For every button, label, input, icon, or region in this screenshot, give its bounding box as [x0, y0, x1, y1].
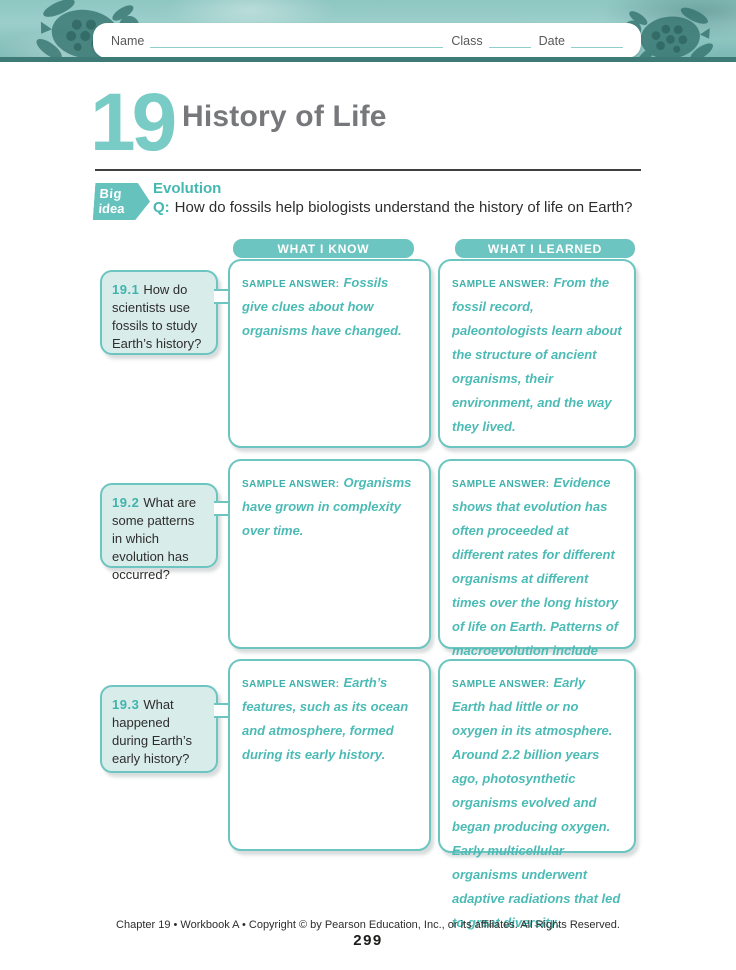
sample-answer-text: Earth’s features, such as its ocean and …: [242, 675, 409, 762]
student-info-bar: Name Class Date: [93, 23, 641, 57]
big-idea-topic: Evolution: [153, 180, 222, 197]
lesson-question-box-19-2: 19.2 What are some patterns in which evol…: [100, 483, 218, 582]
question-text: How do fossils help biologists understan…: [174, 199, 633, 216]
sample-answer-text: Early Earth had little or no oxygen in i…: [452, 675, 621, 930]
answer-box-19-3-know: SAMPLE ANSWER: Earth’s features, such as …: [228, 659, 431, 851]
divider-rule: [95, 169, 641, 171]
sample-answer-text: From the fossil record, paleontologists …: [452, 275, 622, 434]
big-idea-badge-line1: Big: [99, 186, 123, 201]
lesson-number: 19.3: [112, 697, 140, 712]
page-title: History of Life: [182, 100, 387, 133]
answer-box-19-3-learned: SAMPLE ANSWER: Early Earth had little or …: [438, 659, 636, 930]
lesson-question: What are some patterns in which evolutio…: [112, 495, 197, 582]
column-header-what-i-know: WHAT I KNOW: [233, 239, 414, 258]
page-number: 299: [353, 932, 383, 949]
date-label: Date: [538, 33, 565, 48]
sample-answer-label: SAMPLE ANSWER:: [452, 279, 550, 290]
date-field[interactable]: [571, 34, 623, 48]
lesson-number: 19.2: [112, 495, 140, 510]
lesson-number: 19.1: [112, 282, 140, 297]
big-idea-badge: Big idea: [93, 183, 152, 220]
sample-answer-text: Fossils give clues about how organisms h…: [242, 275, 402, 338]
sample-answer-label: SAMPLE ANSWER:: [452, 679, 550, 690]
header-band: Name Class Date: [0, 0, 736, 62]
connector-tab: [214, 703, 232, 718]
column-header-what-i-learned: WHAT I LEARNED: [455, 239, 635, 258]
sample-answer-label: SAMPLE ANSWER:: [242, 679, 340, 690]
footer-copyright: Chapter 19 • Workbook A • Copyright © by…: [116, 919, 620, 931]
lesson-question-box-19-1: 19.1 How do scientists use fossils to stu…: [100, 270, 218, 355]
class-field[interactable]: [488, 34, 531, 48]
answer-box-19-2-learned: SAMPLE ANSWER: Evidence shows that evolut…: [438, 459, 636, 754]
answer-box-19-1-learned: SAMPLE ANSWER: From the fossil record, pa…: [438, 259, 636, 448]
class-label: Class: [451, 33, 483, 48]
answer-box-19-1-know: SAMPLE ANSWER: Fossils give clues about h…: [228, 259, 431, 448]
sample-answer-label: SAMPLE ANSWER:: [242, 479, 340, 490]
sample-answer-text: Organisms have grown in complexity over …: [242, 475, 412, 538]
big-idea-question: Q: How do fossils help biologists underst…: [153, 199, 643, 216]
q-label: Q:: [153, 199, 170, 216]
answer-box-19-2-know: SAMPLE ANSWER: Organisms have grown in co…: [228, 459, 431, 649]
name-label: Name: [111, 33, 145, 48]
name-field[interactable]: [150, 34, 444, 48]
lesson-question-box-19-3: 19.3 What happened during Earth’s early h…: [100, 685, 218, 773]
lesson-question: How do scientists use fossils to study E…: [112, 282, 202, 351]
connector-tab: [214, 501, 232, 516]
chapter-number: 19: [90, 77, 177, 168]
sample-answer-label: SAMPLE ANSWER:: [242, 279, 340, 290]
sample-answer-label: SAMPLE ANSWER:: [452, 479, 550, 490]
connector-tab: [214, 289, 232, 304]
big-idea-badge-line2: idea: [97, 200, 126, 216]
lesson-question: What happened during Earth’s early histo…: [112, 697, 192, 766]
